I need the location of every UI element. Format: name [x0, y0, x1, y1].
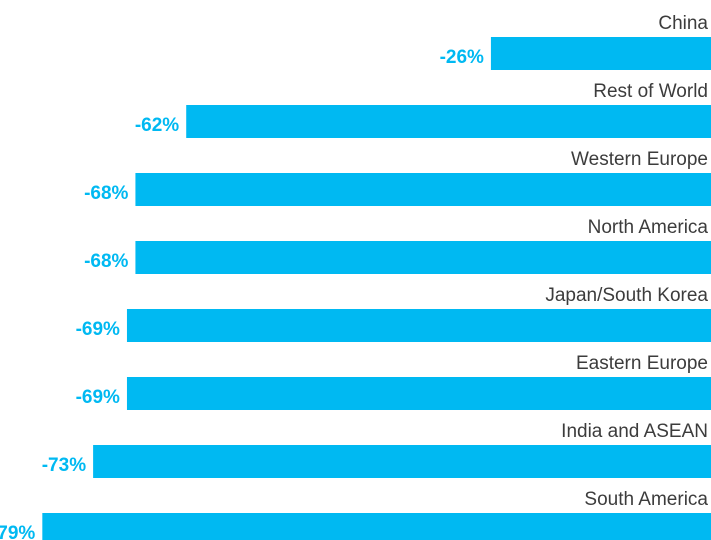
bar: [42, 513, 711, 540]
bar: [135, 241, 711, 274]
bar: [93, 445, 711, 478]
bar: [126, 377, 711, 410]
category-label: Rest of World: [593, 81, 708, 102]
category-label: Eastern Europe: [576, 353, 708, 374]
category-label: Western Europe: [571, 149, 708, 170]
value-label: -79%: [0, 523, 35, 540]
bar: [490, 37, 711, 70]
bar: [135, 173, 711, 206]
value-label: -73%: [42, 455, 86, 476]
value-label: -26%: [440, 47, 484, 68]
bar: [126, 309, 711, 342]
value-label: -69%: [76, 319, 120, 340]
value-label: -69%: [76, 387, 120, 408]
bar: [186, 105, 711, 138]
category-label: China: [658, 13, 708, 34]
category-label: India and ASEAN: [561, 421, 708, 442]
category-label: Japan/South Korea: [545, 285, 708, 306]
value-label: -68%: [84, 251, 128, 272]
category-label: South America: [584, 489, 708, 510]
value-label: -62%: [135, 115, 179, 136]
category-label: North America: [588, 217, 709, 238]
value-label: -68%: [84, 183, 128, 204]
